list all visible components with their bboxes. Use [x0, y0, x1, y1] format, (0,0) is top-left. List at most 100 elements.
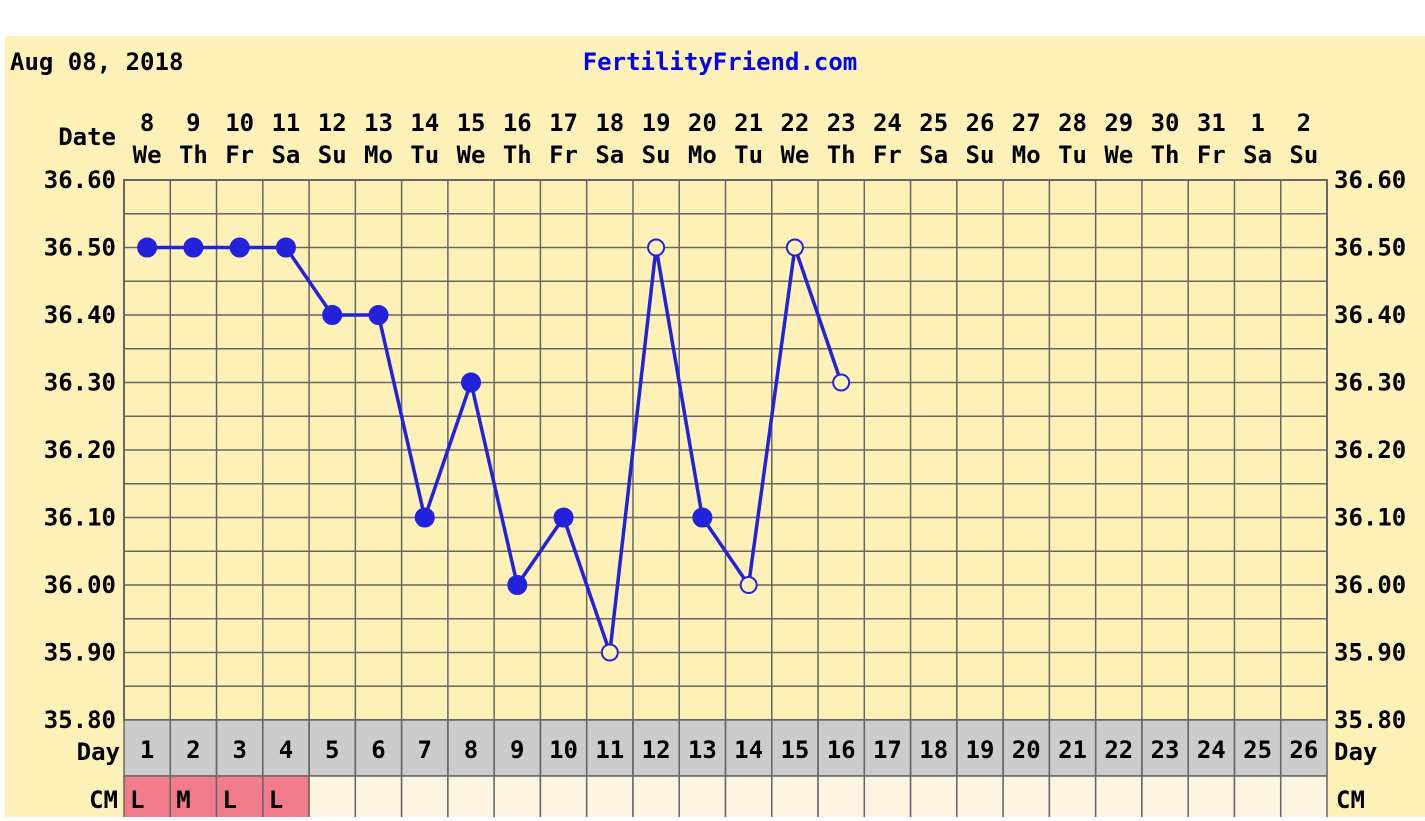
temperature-point-open	[647, 238, 666, 257]
cm-row-label-right: CM	[1336, 786, 1365, 814]
temperature-point	[368, 305, 389, 325]
cm-cell	[771, 775, 819, 820]
cm-cell	[909, 775, 958, 820]
day-number: 21	[1058, 736, 1087, 764]
date-label: 28	[1058, 109, 1087, 137]
y-tick-label-left: 36.60	[44, 166, 116, 194]
cm-value: L	[130, 786, 144, 814]
day-number: 25	[1243, 736, 1272, 764]
weekday-label: Th	[1151, 141, 1180, 169]
day-number: 17	[873, 736, 902, 764]
temperature-point	[275, 237, 296, 258]
date-label: 12	[318, 109, 347, 137]
cm-cell	[817, 775, 866, 820]
weekday-label: Su	[1289, 141, 1318, 169]
temperature-point	[414, 507, 435, 528]
weekday-label: Tu	[734, 141, 763, 169]
weekday-label: We	[457, 141, 486, 169]
day-number: 19	[966, 736, 995, 764]
date-label: 15	[457, 109, 486, 137]
grid	[123, 179, 1328, 721]
weekday-label: Th	[179, 141, 208, 169]
day-number: 11	[595, 736, 624, 764]
weekday-label: Th	[503, 141, 532, 169]
y-axis-labels: 36.60 36.60 36.50 36.50 36.40 36.40 36.30 36.30…	[44, 166, 1407, 734]
date-label: 19	[642, 109, 671, 137]
day-number: 12	[642, 736, 671, 764]
day-number: 15	[780, 736, 809, 764]
weekday-label: Sa	[919, 141, 948, 169]
day-number: 20	[1012, 736, 1041, 764]
date-label: 30	[1151, 109, 1180, 137]
y-tick-label-right: 36.50	[1334, 234, 1406, 262]
y-tick-label-right: 36.60	[1334, 166, 1406, 194]
temperature-point-open	[785, 238, 804, 257]
cm-cell	[354, 775, 403, 820]
weekday-label: We	[133, 141, 162, 169]
date-label: 10	[225, 109, 254, 137]
y-tick-label-left: 36.00	[44, 571, 116, 599]
date-label: 25	[919, 109, 948, 137]
y-tick-label-left: 35.80	[44, 706, 116, 734]
y-tick-label-left: 36.10	[44, 504, 116, 532]
weekday-label: Sa	[595, 141, 624, 169]
cm-cell	[1048, 775, 1097, 820]
temperature-point	[322, 305, 343, 325]
day-number: 24	[1197, 736, 1226, 764]
date-label: 21	[734, 109, 763, 137]
day-number: 10	[549, 736, 578, 764]
date-row-label: Date	[58, 123, 116, 151]
day-number: 16	[827, 736, 856, 764]
cm-cell	[956, 775, 1004, 820]
date-label: 11	[271, 109, 300, 137]
temperature-series	[137, 237, 851, 662]
date-label: 2	[1297, 109, 1311, 137]
cm-cell	[863, 775, 912, 820]
day-cm-rows: 1 2 3 4 5 6 7 8 9 10 11 12 13 14 15 16 17 18 19 20 21 22 23 24 2…	[123, 719, 1328, 820]
cm-cell	[632, 775, 680, 820]
y-tick-label-right: 35.80	[1334, 706, 1406, 734]
cm-cell	[1279, 775, 1328, 820]
weekday-label: Fr	[549, 141, 578, 169]
y-tick-label-right: 36.30	[1334, 369, 1406, 397]
weekday-label: Fr	[1197, 141, 1226, 169]
y-tick-label-right: 36.10	[1334, 504, 1406, 532]
temperature-point-open	[600, 643, 619, 662]
day-number: 5	[325, 736, 339, 764]
weekday-label: Tu	[1058, 141, 1087, 169]
day-number: 7	[418, 736, 432, 764]
cm-cell	[539, 775, 588, 820]
weekday-label: Tu	[410, 141, 439, 169]
weekday-label: We	[1104, 141, 1133, 169]
temperature-point-open	[739, 576, 758, 594]
y-tick-label-left: 36.20	[44, 436, 116, 464]
cm-cell	[308, 775, 357, 820]
weekday-label: Mo	[1012, 141, 1041, 169]
day-number: 2	[186, 736, 200, 764]
weekday-label: Su	[966, 141, 995, 169]
cm-value: L	[223, 786, 237, 814]
y-tick-label-right: 36.40	[1334, 301, 1406, 329]
site-name[interactable]: FertilityFriend.com	[583, 48, 858, 76]
y-tick-label-right: 36.00	[1334, 571, 1406, 599]
date-label: 14	[410, 109, 439, 137]
temperature-line	[147, 245, 843, 655]
weekday-label: We	[780, 141, 809, 169]
temperature-point	[692, 507, 713, 528]
date-label: 31	[1197, 109, 1226, 137]
cm-cell	[678, 775, 727, 820]
cm-cell	[1002, 775, 1051, 820]
temperature-point	[229, 237, 250, 258]
weekday-label: Fr	[873, 141, 902, 169]
x-axis-labels: 8We9Th10Fr11Sa12Su13Mo14Tu15We16Th17Fr18…	[133, 109, 1319, 169]
weekday-label: Sa	[271, 141, 300, 169]
day-number: 22	[1104, 736, 1133, 764]
temperature-point	[553, 507, 574, 528]
weekday-label: Su	[642, 141, 671, 169]
day-number: 13	[688, 736, 717, 764]
cm-cell	[400, 775, 449, 820]
day-number: 6	[371, 736, 385, 764]
cm-cell	[585, 775, 634, 820]
